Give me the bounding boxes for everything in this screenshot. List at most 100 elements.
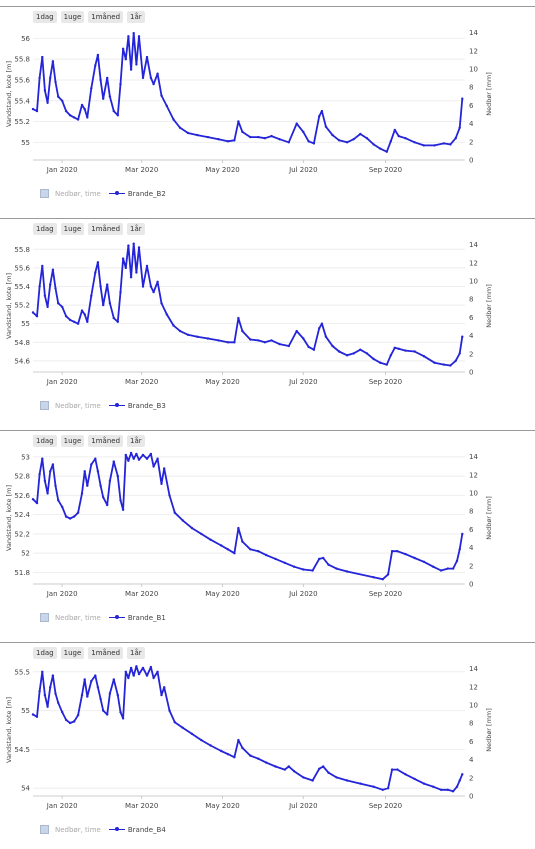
data-point[interactable]: [200, 532, 203, 536]
data-point[interactable]: [102, 709, 105, 712]
data-point[interactable]: [359, 782, 362, 785]
data-point[interactable]: [135, 271, 138, 274]
data-point[interactable]: [320, 322, 324, 325]
data-point[interactable]: [94, 457, 97, 460]
data-point[interactable]: [365, 137, 369, 140]
data-point[interactable]: [237, 316, 240, 320]
data-point[interactable]: [249, 135, 252, 139]
data-point[interactable]: [106, 713, 109, 716]
data-point[interactable]: [331, 133, 334, 137]
data-point[interactable]: [352, 352, 355, 355]
data-point[interactable]: [461, 532, 464, 536]
data-point[interactable]: [196, 133, 199, 137]
data-point[interactable]: [422, 782, 426, 785]
data-point[interactable]: [68, 318, 72, 322]
legend-rain-label[interactable]: Nedbør, time: [55, 613, 101, 622]
data-point[interactable]: [137, 35, 141, 38]
data-point[interactable]: [112, 316, 116, 320]
data-point[interactable]: [439, 569, 443, 572]
data-point[interactable]: [31, 498, 35, 501]
data-point[interactable]: [116, 114, 120, 117]
data-point[interactable]: [72, 515, 76, 518]
data-point[interactable]: [318, 327, 321, 330]
data-point[interactable]: [31, 107, 35, 111]
data-point[interactable]: [226, 752, 229, 756]
data-point[interactable]: [449, 143, 452, 146]
data-point[interactable]: [263, 137, 267, 140]
data-point[interactable]: [121, 47, 125, 50]
data-point[interactable]: [335, 776, 338, 779]
data-point[interactable]: [41, 670, 44, 673]
data-point[interactable]: [94, 64, 97, 67]
data-point[interactable]: [265, 761, 268, 764]
data-point[interactable]: [393, 128, 396, 132]
data-point[interactable]: [116, 320, 120, 323]
legend-series-marker[interactable]: [108, 614, 125, 621]
data-point[interactable]: [135, 665, 138, 668]
data-point[interactable]: [324, 335, 328, 338]
data-point[interactable]: [41, 55, 44, 59]
data-point[interactable]: [38, 76, 41, 80]
data-point[interactable]: [433, 144, 436, 147]
data-point[interactable]: [83, 313, 86, 316]
data-point[interactable]: [135, 63, 138, 66]
data-point[interactable]: [257, 550, 260, 553]
data-point[interactable]: [54, 484, 57, 487]
data-point[interactable]: [385, 363, 388, 366]
data-point[interactable]: [345, 354, 349, 357]
data-point[interactable]: [51, 674, 55, 677]
data-point[interactable]: [46, 492, 49, 495]
data-point[interactable]: [86, 695, 89, 698]
data-point[interactable]: [454, 137, 457, 140]
data-point[interactable]: [241, 746, 244, 750]
data-point[interactable]: [217, 138, 220, 141]
data-point[interactable]: [257, 339, 260, 342]
data-point[interactable]: [302, 568, 305, 571]
data-point[interactable]: [129, 451, 133, 455]
data-point[interactable]: [76, 118, 80, 121]
data-point[interactable]: [41, 457, 44, 460]
data-point[interactable]: [352, 138, 355, 141]
data-point[interactable]: [38, 690, 41, 693]
data-point[interactable]: [331, 344, 334, 348]
data-point[interactable]: [51, 268, 55, 271]
legend-rain-label[interactable]: Nedbør, time: [55, 401, 101, 410]
data-point[interactable]: [292, 565, 296, 568]
data-point[interactable]: [90, 679, 93, 683]
data-point[interactable]: [121, 257, 125, 260]
data-point[interactable]: [359, 348, 362, 351]
data-point[interactable]: [302, 337, 305, 340]
data-point[interactable]: [287, 141, 290, 144]
data-point[interactable]: [124, 266, 128, 270]
data-point[interactable]: [372, 785, 375, 788]
data-point[interactable]: [99, 285, 102, 288]
data-point[interactable]: [173, 721, 176, 724]
data-point[interactable]: [127, 35, 130, 38]
data-point[interactable]: [413, 556, 416, 560]
data-point[interactable]: [61, 99, 64, 103]
data-point[interactable]: [112, 678, 116, 681]
data-point[interactable]: [64, 109, 68, 113]
data-point[interactable]: [121, 508, 125, 511]
data-point[interactable]: [132, 674, 135, 677]
data-point[interactable]: [156, 670, 159, 673]
data-point[interactable]: [119, 499, 122, 502]
data-point[interactable]: [106, 283, 109, 286]
data-point[interactable]: [257, 757, 260, 760]
range-button-1aar[interactable]: 1år: [127, 647, 145, 659]
data-point[interactable]: [168, 709, 171, 712]
legend-series-label[interactable]: Brande_B3: [127, 401, 166, 410]
data-point[interactable]: [241, 130, 244, 134]
data-point[interactable]: [57, 701, 60, 704]
data-point[interactable]: [220, 544, 223, 547]
data-point[interactable]: [320, 109, 324, 113]
data-point[interactable]: [96, 53, 100, 57]
data-point[interactable]: [43, 294, 47, 297]
data-point[interactable]: [413, 777, 416, 781]
data-point[interactable]: [132, 242, 135, 245]
data-point[interactable]: [190, 526, 194, 530]
data-point[interactable]: [432, 785, 435, 788]
chart-plot[interactable]: 54 54.5 55 55.5 0 2 4 6 8 10 12 14 Jan 2020 Mar 2020 M…: [0, 642, 535, 849]
data-point[interactable]: [54, 80, 57, 84]
data-point[interactable]: [165, 313, 168, 316]
